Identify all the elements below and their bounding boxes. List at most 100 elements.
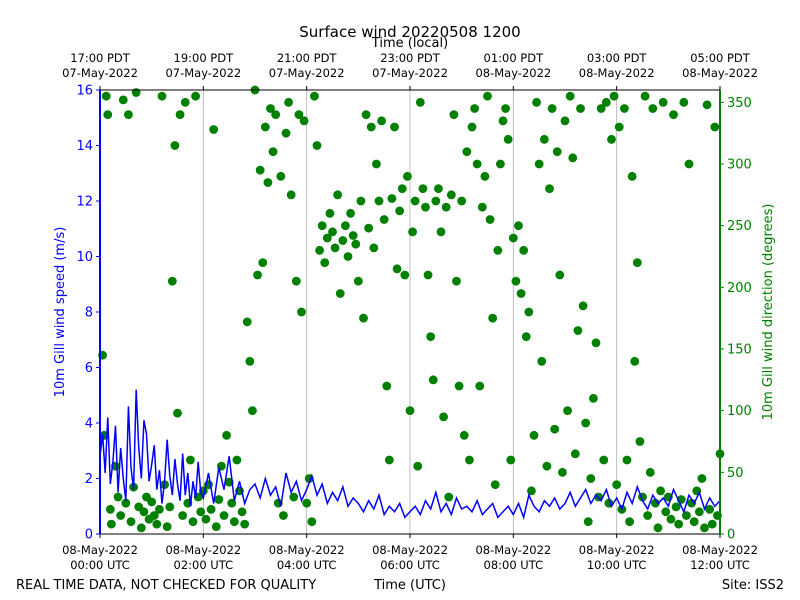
direction-point	[284, 97, 293, 107]
direction-point	[459, 430, 469, 440]
direction-point	[155, 504, 164, 514]
direction-point	[576, 104, 585, 113]
direction-point	[374, 196, 384, 206]
bottom-tick-label: 08-May-2022	[579, 543, 655, 557]
direction-point	[180, 97, 190, 107]
direction-point	[565, 91, 575, 101]
direction-point	[387, 194, 397, 203]
direction-point	[343, 252, 353, 261]
left-tick-label: 2	[85, 472, 93, 487]
direction-point	[645, 467, 655, 477]
direction-point	[268, 147, 278, 157]
top-tick-label: 08-May-2022	[579, 66, 655, 80]
direction-point	[165, 502, 175, 512]
direction-point	[428, 375, 438, 385]
top-tick-label: 05:00 PDT	[690, 51, 751, 65]
direction-point	[410, 196, 420, 206]
direction-point	[211, 522, 221, 531]
direction-point	[485, 215, 495, 224]
right-tick-label: 150	[727, 343, 752, 358]
top-tick-label: 07-May-2022	[372, 66, 448, 80]
top-tick-label: 21:00 PDT	[277, 51, 338, 65]
direction-point	[281, 128, 291, 138]
left-tick-label: 0	[85, 528, 93, 543]
direction-point	[361, 110, 371, 120]
bottom-tick-label: 08:00 UTC	[484, 558, 544, 572]
direction-point	[707, 519, 717, 529]
bottom-tick-label: 08-May-2022	[269, 543, 345, 557]
direction-point	[558, 467, 567, 477]
direction-point	[400, 270, 410, 280]
direction-point	[196, 507, 206, 517]
direction-point	[395, 206, 405, 216]
direction-point	[545, 184, 554, 194]
left-tick-label: 4	[85, 417, 93, 432]
right-tick-label: 300	[727, 158, 752, 173]
direction-point	[589, 393, 598, 403]
direction-point	[578, 301, 588, 311]
direction-point	[113, 492, 123, 502]
direction-point	[547, 104, 557, 113]
direction-point	[661, 507, 671, 517]
direction-point	[286, 190, 296, 200]
direction-point	[653, 523, 663, 533]
bottom-tick-label: 00:00 UTC	[70, 558, 130, 572]
bottom-tick-label: 08-May-2022	[475, 543, 551, 557]
direction-point	[563, 406, 572, 416]
direction-point	[413, 461, 423, 471]
direction-point	[446, 190, 456, 200]
quality-note: REAL TIME DATA, NOT CHECKED FOR QUALITY	[16, 578, 316, 593]
top-axis-label: Time (local)	[371, 36, 448, 51]
direction-point	[635, 437, 645, 446]
direction-point	[521, 332, 531, 342]
direction-point	[488, 313, 498, 323]
direction-point	[299, 116, 309, 126]
direction-point	[178, 511, 188, 520]
direction-point	[353, 276, 363, 286]
direction-point	[209, 125, 219, 134]
direction-point	[415, 97, 425, 107]
direction-point	[609, 91, 619, 101]
grid-layer	[99, 90, 721, 534]
direction-point	[614, 122, 624, 132]
axes-layer: 0 2 4 6 8 10 12 14 16 0 50 100 150 200 250 300 350 08-May…	[62, 51, 758, 572]
direction-point	[105, 504, 115, 514]
direction-point	[426, 332, 436, 342]
direction-point	[131, 88, 141, 97]
direction-point	[480, 171, 490, 181]
direction-point	[490, 480, 500, 490]
direction-point	[118, 95, 128, 105]
site-label: Site: ISS2	[722, 578, 784, 593]
direction-point	[206, 504, 216, 514]
right-tick-label: 0	[727, 528, 735, 543]
top-tick-label: 23:00 PDT	[380, 51, 441, 65]
direction-point	[534, 159, 544, 169]
direction-point	[475, 381, 485, 391]
direction-point	[684, 159, 694, 169]
direction-point	[648, 104, 658, 113]
left-tick-label: 14	[76, 139, 93, 154]
direction-point	[227, 498, 237, 508]
direction-point	[591, 338, 601, 348]
direction-point	[537, 356, 547, 366]
top-tick-label: 08-May-2022	[682, 66, 758, 80]
bottom-tick-label: 08-May-2022	[62, 543, 138, 557]
direction-point	[379, 215, 389, 224]
speed-series	[99, 389, 721, 520]
direction-point	[581, 418, 591, 428]
direction-point	[560, 116, 570, 126]
direction-point	[516, 289, 526, 298]
direction-point	[669, 110, 678, 120]
direction-point	[408, 227, 417, 237]
direction-point	[527, 486, 536, 496]
bottom-tick-label: 08-May-2022	[372, 543, 448, 557]
direction-point	[697, 474, 707, 483]
direction-point	[687, 498, 696, 508]
direction-point	[258, 258, 268, 268]
direction-point	[700, 523, 709, 533]
direction-point	[477, 202, 487, 212]
direction-point	[341, 221, 350, 231]
direction-point	[496, 159, 505, 169]
direction-point	[599, 455, 609, 465]
direction-point	[643, 511, 653, 520]
